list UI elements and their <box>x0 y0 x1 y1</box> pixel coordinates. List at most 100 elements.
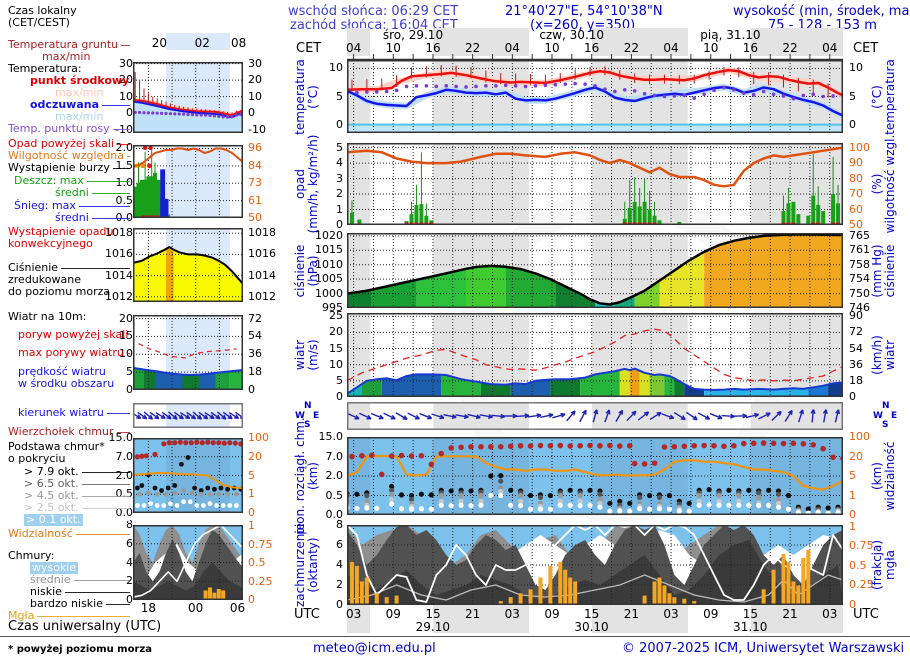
tick-label: 1018 <box>105 226 133 240</box>
legend-item-label: Widzialność <box>8 527 73 540</box>
legend-lead-line <box>91 192 130 194</box>
hour-tick-utc: 21 <box>782 607 798 621</box>
legend-item: max/min <box>42 51 130 63</box>
axis-title-left: zachmurzenie (oktanty) <box>293 522 320 608</box>
hour-tick-cet: 04 <box>663 41 679 55</box>
tick-label: 754 <box>849 272 870 286</box>
legend-item-label: o pokryciu <box>8 452 66 465</box>
legend-item-label: max/min <box>42 50 91 63</box>
legend-item: w środku obszaru <box>18 378 130 390</box>
legend-item-label: wysokie <box>30 561 79 574</box>
legend-item: > 7.9 okt. <box>24 466 130 478</box>
hour-tick-utc: 03 <box>663 607 679 621</box>
legend-item-label: Śnieg: max <box>14 199 76 212</box>
legend-item-label: bardzo niskie <box>30 597 103 610</box>
legend-item: Temp. punktu rosy <box>8 123 130 135</box>
legend-item-label: Czas uniwersalny (UTC) <box>8 619 162 634</box>
legend-item: odczuwana <box>30 99 130 111</box>
opad-panel <box>347 143 843 225</box>
legend-lead-line <box>85 519 130 521</box>
tick-label: 746 <box>849 301 870 314</box>
tick-label: 50 <box>248 211 262 224</box>
night-shade <box>750 28 843 56</box>
legend-lead-line <box>121 44 130 46</box>
tick-label: 0 <box>849 598 856 611</box>
legend-item-label: prędkość wiatru <box>18 365 106 378</box>
mini-hour-cet: 20 <box>151 36 168 50</box>
tick-label: 1000 <box>315 286 343 300</box>
legend-item-label: * powyżej poziomu morza <box>8 644 152 655</box>
hour-tick-cet: 22 <box>464 41 481 55</box>
tick-label: 995 <box>322 301 343 314</box>
tick-label: 8 <box>126 518 133 531</box>
tick-label: 10 <box>119 347 133 361</box>
legend-item: średnie <box>30 574 130 586</box>
legend-item-label: > 2.5 okt. <box>24 501 79 514</box>
hour-tick-utc: 15 <box>584 607 600 621</box>
compass-n: N <box>304 401 312 411</box>
tick-label: 72 <box>248 311 262 325</box>
legend-item: Temperatura gruntu <box>8 39 130 51</box>
legend-item-label: zredukowane <box>8 273 81 286</box>
legend-item: max porywy wiatru <box>18 347 130 359</box>
legend-item-label: do poziomu morza <box>8 285 111 298</box>
date-label: 30.10 <box>574 620 609 634</box>
tick-label: 5 <box>336 89 343 103</box>
tick-label: 0 <box>126 106 133 120</box>
tick-label: 1012 <box>105 289 133 303</box>
tick-label: 10 <box>248 89 262 103</box>
ccov-panel <box>347 525 843 605</box>
legend-item-label: > 7.9 okt. <box>24 465 79 478</box>
axis-title-right: (mm Hg) ciśnienie <box>870 243 897 298</box>
tick-label: 100 <box>849 140 870 154</box>
hour-tick-cet: 16 <box>584 41 600 55</box>
tick-label: 0.5 <box>325 488 344 502</box>
cbase-panel <box>347 437 843 515</box>
tick-label: 7.0 <box>325 449 344 463</box>
hour-tick-utc: 09 <box>385 607 401 621</box>
compass-s: S <box>304 420 311 430</box>
legend-item-label: max porywy wiatru <box>18 346 124 359</box>
tick-label: 6 <box>336 538 343 551</box>
tick-label: 0.75 <box>248 537 273 551</box>
legend-item: poryw powyżej skali <box>18 329 130 341</box>
compass-s: S <box>882 420 889 430</box>
legend-item: punkt środkowy <box>30 75 130 87</box>
hour-tick-cet: 16 <box>425 41 441 55</box>
mini-hour-cet: 08 <box>230 36 247 50</box>
tick-label: 0 <box>336 218 343 231</box>
tick-label: 1018 <box>248 226 276 240</box>
legend-item: Ciśnienie <box>8 262 130 274</box>
legend-lead-line <box>73 579 130 581</box>
tick-label: 758 <box>849 257 870 271</box>
tick-label: 1 <box>849 519 856 533</box>
legend-lead-line <box>81 483 130 485</box>
tick-label: 0 <box>126 593 133 606</box>
tick-label: 1010 <box>315 257 343 271</box>
tick-label: 20 <box>119 311 133 325</box>
tick-label: 60 <box>849 202 863 216</box>
legend-lead-line <box>81 567 130 569</box>
legend-item-label: Temperatura gruntu <box>8 38 119 51</box>
mwind-panel <box>133 315 243 390</box>
temp-panel <box>347 60 843 133</box>
tick-label: 25 <box>329 309 343 323</box>
contact-email[interactable]: meteo@icm.edu.pl <box>313 641 436 656</box>
legend-item-label: Wierzchołek chmur <box>8 425 114 438</box>
tick-label: 1 <box>336 202 343 216</box>
tick-label: 8 <box>336 518 343 531</box>
date-label: 29.10 <box>415 620 450 634</box>
cet-label-left: CET <box>296 41 322 56</box>
tick-label: 2 <box>336 187 343 201</box>
compass-w: W <box>873 411 883 421</box>
tick-label: 20 <box>329 325 343 339</box>
tick-label: 4 <box>336 558 343 571</box>
hour-tick-cet: 10 <box>385 41 401 55</box>
legend-item: Opad powyżej skali <box>8 138 130 150</box>
tick-label: 4 <box>336 156 343 170</box>
tick-label: 0 <box>336 598 343 611</box>
tick-label: 1 <box>248 487 255 501</box>
mini-hour-utc: 00 <box>188 601 204 615</box>
axis-title-right: (km/h) wiatr <box>870 335 897 375</box>
tick-label: 15.0 <box>318 430 344 443</box>
